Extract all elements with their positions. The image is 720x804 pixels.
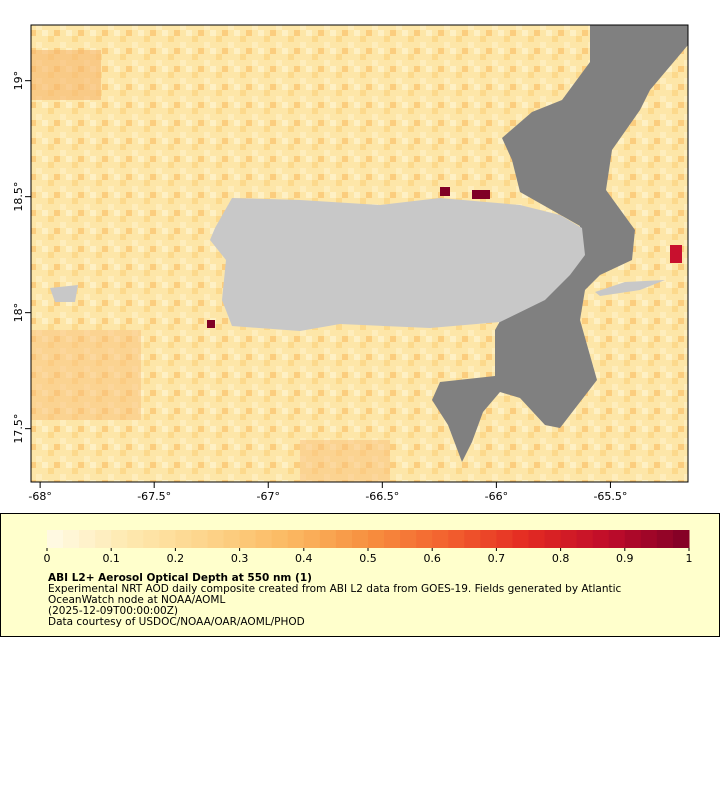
x-tick-label: -68° [28,490,51,503]
colorbar-cell [319,530,337,548]
colorbar-cell [512,530,529,548]
colorbar-cell [448,530,465,548]
colorbar-cell [351,530,369,548]
colorbar-cell [111,530,128,548]
colorbar-cell [335,530,353,548]
caption-line: (2025-12-09T00:00:00Z) [48,605,178,617]
no-data-region [432,25,688,462]
colorbar-cell [592,530,610,548]
colorbar-cell [207,530,225,548]
plot-frame [30,24,689,483]
x-tick-label: -67.5° [137,490,171,503]
caption-line: OceanWatch node at NOAA/AOML [48,594,225,606]
x-tick-label: -66° [485,490,508,503]
colorbar-cell [63,530,80,548]
aod-hotspot [207,320,215,328]
colorbar-cell [624,530,642,548]
colorbar-cell [159,530,176,548]
land [210,198,585,331]
colorbar-cell [528,530,546,548]
x-tick-label: -67° [257,490,280,503]
colorbar-cell [400,530,417,548]
land [595,280,665,296]
colorbar-cell [95,530,112,548]
colorbar-cell [672,530,690,548]
colorbar-cell [656,530,674,548]
colorbar-cell [576,530,594,548]
colorbar-cell [432,530,449,548]
colorbar-tick-label: 0.4 [295,552,313,565]
aod-patch [31,330,141,420]
aod-hotspot [670,245,682,263]
colorbar-cell [47,530,64,548]
colorbar-cell [384,530,401,548]
colorbar-tick-label: 0.7 [488,552,506,565]
colorbar-cell [191,530,208,548]
colorbar-cell [416,530,433,548]
aod-patch [31,50,101,100]
colorbar-tick-label: 0.8 [552,552,570,565]
colorbar-cell [223,530,241,548]
caption: ABI L2+ Aerosol Optical Depth at 550 nm … [48,572,622,628]
colorbar-cell [143,530,160,548]
colorbar-tick-label: 0.3 [231,552,249,565]
y-tick-label: 19° [12,71,25,91]
y-tick-label: 18.5° [12,182,25,212]
land [50,285,78,302]
colorbar-tick-label: 0.5 [359,552,377,565]
colorbar-cell [271,530,289,548]
colorbar-tick-label: 0.9 [616,552,634,565]
colorbar-cell [255,530,273,548]
colorbar-tick-label: 0.2 [167,552,185,565]
caption-line: Data courtesy of USDOC/NOAA/OAR/AOML/PHO… [48,616,305,628]
colorbar-cell [560,530,578,548]
colorbar-cell [127,530,144,548]
colorbar-cell [175,530,192,548]
colorbar-tick-label: 0.1 [102,552,120,565]
colorbar-tick-label: 0.6 [423,552,441,565]
colorbar-cell [287,530,305,548]
colorbar-cell [608,530,626,548]
colorbar-cell [496,530,513,548]
y-tick-label: 18° [12,303,25,323]
aod-patch [300,440,390,482]
caption-title: ABI L2+ Aerosol Optical Depth at 550 nm … [48,572,312,584]
colorbar-tick-label: 0 [44,552,51,565]
x-tick-label: -66.5° [365,490,399,503]
y-tick-label: 17.5° [12,414,25,444]
colorbar-cell [368,530,385,548]
colorbar-cell [239,530,257,548]
colorbar-cell [79,530,96,548]
colorbar-cell [464,530,481,548]
caption-line: Experimental NRT AOD daily composite cre… [48,583,622,595]
x-tick-label: -65.5° [593,490,627,503]
colorbar-tick-label: 1 [686,552,693,565]
map-area [30,24,689,483]
colorbar-cell [544,530,562,548]
colorbar-cell [640,530,658,548]
colorbar-cell [303,530,321,548]
aod-hotspot [440,187,450,196]
aod-hotspot [472,190,490,199]
colorbar-cell [480,530,497,548]
